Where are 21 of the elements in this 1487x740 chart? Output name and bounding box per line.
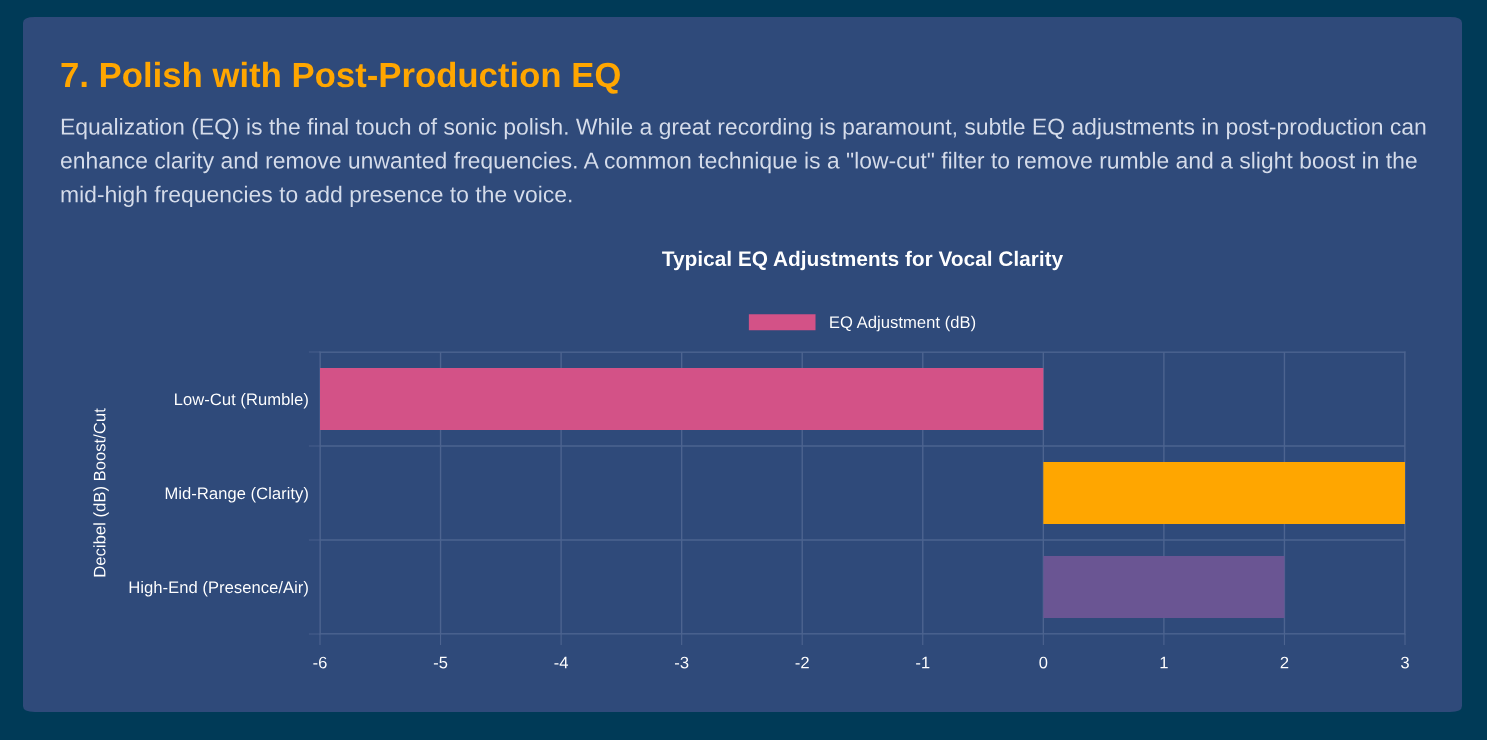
x-tick-label: 3 [1401, 656, 1409, 669]
x-tick-label: -5 [433, 656, 448, 669]
x-tick-label: 2 [1280, 656, 1289, 669]
y-tick-label: High-End (Presence/Air) [129, 580, 308, 597]
x-tick-label: -6 [313, 656, 327, 669]
y-axis-title: Decibel (dB) Boost/Cut [93, 408, 109, 577]
y-tick-label: Low-Cut (Rumble) [175, 392, 308, 409]
x-tick-label: -3 [675, 656, 689, 669]
bar [1043, 555, 1285, 619]
y-tick-label: Mid-Range (Clarity) [165, 486, 308, 503]
bar [320, 367, 1044, 431]
text: 7. Polish with Post-Production EQ [61, 61, 620, 94]
bar [1043, 461, 1405, 525]
x-tick-label: 1 [1160, 656, 1168, 669]
x-tick-label: -4 [554, 656, 569, 669]
legend-label: EQ Adjustment (dB) [830, 315, 976, 332]
x-tick-label: -1 [916, 656, 930, 669]
x-tick-label: 0 [1039, 656, 1048, 669]
chart-title: Typical EQ Adjustments for Vocal Clarity [662, 250, 1064, 271]
text: Equalization (EQ) is the final touch of sonic polish. While a great recording is paramount, subtle EQ adjustments in post-production can enhance clarity and remove unwanted frequencies. A common technique is a "low-cut" filter to remove rumble and a slight boost in the mid-high frequencies to add presence to the voice. [60, 118, 1426, 207]
x-tick-label: -2 [795, 656, 809, 669]
